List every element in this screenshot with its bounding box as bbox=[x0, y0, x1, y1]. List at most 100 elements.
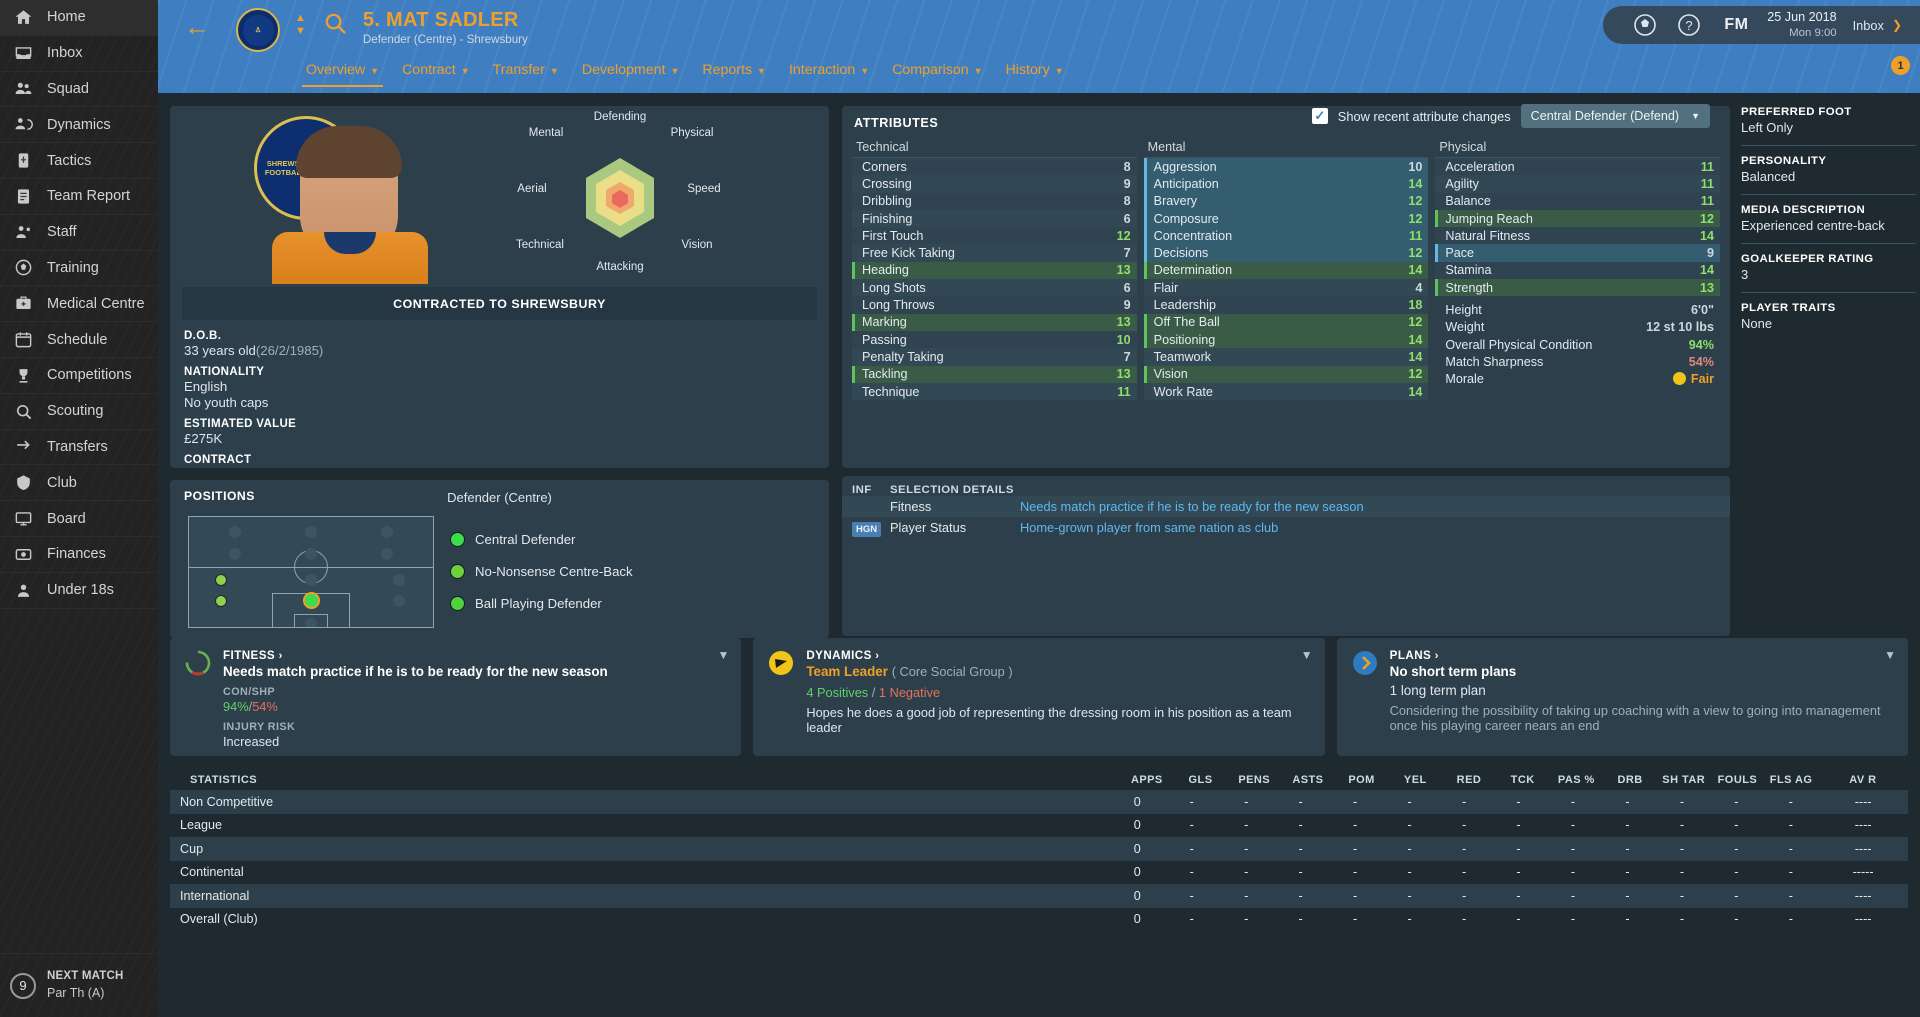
sidebar-item-club[interactable]: Club bbox=[0, 465, 158, 502]
attribute-row[interactable]: Technique 11 bbox=[852, 382, 1137, 401]
inbox-button[interactable]: Inbox ❯ bbox=[1853, 18, 1902, 33]
attribute-row[interactable]: Long Shots 6 bbox=[852, 279, 1137, 297]
attribute-row[interactable]: Off The Ball 12 bbox=[1143, 313, 1429, 331]
attribute-row[interactable]: Long Throws 9 bbox=[852, 296, 1137, 314]
sidebar-item-team-report[interactable]: Team Report bbox=[0, 179, 158, 215]
statistics-column-header[interactable]: YEL bbox=[1403, 774, 1427, 786]
attribute-row[interactable]: Marking 13 bbox=[852, 313, 1137, 331]
attribute-row[interactable]: Aggression 10 bbox=[1143, 158, 1429, 176]
sidebar-item-scouting[interactable]: Scouting bbox=[0, 394, 158, 430]
tab-development[interactable]: Development ▼ bbox=[576, 62, 697, 87]
attribute-row[interactable]: Agility 11 bbox=[1435, 175, 1721, 193]
sidebar-item-competitions[interactable]: Competitions bbox=[0, 358, 158, 394]
statistics-row[interactable]: Cup 0- - - - - - - - - - - - ---- bbox=[170, 837, 1908, 861]
statistics-row[interactable]: Overall (Club) 0- - - - - - - - - - - - ---- bbox=[170, 908, 1908, 932]
attribute-row[interactable]: Anticipation 14 bbox=[1143, 175, 1429, 193]
next-match-widget[interactable]: 9 NEXT MATCH Par Th (A) bbox=[0, 953, 158, 1017]
attribute-row[interactable]: Tackling 13 bbox=[852, 365, 1137, 383]
selection-detail-row[interactable]: Fitness Needs match practice if he is to … bbox=[842, 496, 1730, 517]
selection-detail-value[interactable]: Home-grown player from same nation as cl… bbox=[1020, 520, 1279, 535]
attribute-row[interactable]: Natural Fitness 14 bbox=[1435, 227, 1721, 245]
attribute-row[interactable]: Work Rate 14 bbox=[1143, 382, 1429, 401]
attribute-row[interactable]: Acceleration 11 bbox=[1435, 158, 1721, 176]
statistics-column-header[interactable]: DRB bbox=[1617, 774, 1643, 786]
help-icon[interactable]: ? bbox=[1676, 12, 1702, 38]
sidebar-item-medical-centre[interactable]: Medical Centre bbox=[0, 286, 158, 323]
show-changes-checkbox[interactable]: ✓ bbox=[1311, 108, 1328, 124]
attribute-row[interactable]: Balance 11 bbox=[1435, 192, 1721, 210]
attribute-row[interactable]: Crossing 9 bbox=[852, 175, 1137, 193]
statistics-column-header[interactable]: AV R bbox=[1849, 774, 1877, 786]
statistics-column-header[interactable]: SH TAR bbox=[1662, 774, 1706, 786]
statistics-column-header[interactable]: GLS bbox=[1188, 774, 1213, 786]
chevron-down-icon[interactable]: ▼ bbox=[295, 24, 306, 37]
sidebar-item-squad[interactable]: Squad bbox=[0, 72, 158, 108]
statistics-row[interactable]: International 0- - - - - - - - - - - - ---- bbox=[170, 884, 1908, 908]
sidebar-item-training[interactable]: Training bbox=[0, 251, 158, 287]
attribute-row[interactable]: Jumping Reach 12 bbox=[1435, 209, 1721, 228]
attribute-row[interactable]: Decisions 12 bbox=[1143, 244, 1429, 262]
role-select[interactable]: Central Defender (Defend) ▼ bbox=[1520, 104, 1710, 128]
club-badge-icon[interactable]: ♙ bbox=[236, 8, 280, 52]
attribute-row[interactable]: Free Kick Taking 7 bbox=[852, 244, 1137, 262]
sidebar-item-dynamics[interactable]: Dynamics bbox=[0, 107, 158, 144]
selection-detail-row[interactable]: HGN Player Status Home-grown player from s… bbox=[842, 517, 1730, 538]
statistics-column-header[interactable]: PAS % bbox=[1557, 774, 1595, 786]
sidebar-item-transfers[interactable]: Transfers bbox=[0, 430, 158, 466]
chevron-down-icon[interactable]: ▼ bbox=[1884, 648, 1896, 662]
plans-card[interactable]: ▼ PLANS › No short term plans 1 long ter… bbox=[1336, 638, 1908, 756]
sidebar-item-schedule[interactable]: Schedule bbox=[0, 322, 158, 358]
attribute-row[interactable]: Concentration 11 bbox=[1143, 227, 1429, 245]
sidebar-item-under-18s[interactable]: Under 18s bbox=[0, 573, 158, 609]
statistics-column-header[interactable]: RED bbox=[1456, 774, 1482, 786]
fitness-card[interactable]: ▼ FITNESS › Needs match practice if he i… bbox=[170, 638, 742, 756]
tab-transfer[interactable]: Transfer ▼ bbox=[487, 62, 576, 87]
statistics-row[interactable]: Non Competitive 0- - - - - - - - - - - - ---- bbox=[170, 790, 1908, 814]
tab-reports[interactable]: Reports ▼ bbox=[696, 62, 783, 87]
attribute-row[interactable]: Finishing 6 bbox=[852, 209, 1137, 228]
sidebar-item-finances[interactable]: Finances bbox=[0, 537, 158, 573]
attribute-row[interactable]: Flair 4 bbox=[1143, 279, 1429, 297]
dynamics-card[interactable]: ▼ DYNAMICS › Team Leader ( Core Social G… bbox=[753, 638, 1325, 756]
search-icon[interactable] bbox=[324, 12, 349, 37]
prev-next-player-toggle[interactable]: ▲ ▼ bbox=[295, 12, 306, 37]
attribute-row[interactable]: Determination 14 bbox=[1143, 261, 1429, 280]
attribute-row[interactable]: Vision 12 bbox=[1143, 365, 1429, 383]
chevron-down-icon[interactable]: ▼ bbox=[717, 648, 730, 662]
statistics-row[interactable]: League 0- - - - - - - - - - - - ---- bbox=[170, 814, 1908, 838]
chevron-up-icon[interactable]: ▲ bbox=[295, 12, 306, 24]
attribute-row[interactable]: Positioning 14 bbox=[1143, 330, 1429, 349]
statistics-column-header[interactable]: ASTS bbox=[1292, 774, 1324, 786]
statistics-row[interactable]: Continental 0- - - - - - - - - - - - ----- bbox=[170, 861, 1908, 885]
attribute-row[interactable]: Leadership 18 bbox=[1143, 296, 1429, 314]
tab-comparison[interactable]: Comparison ▼ bbox=[886, 62, 999, 87]
attribute-row[interactable]: Penalty Taking 7 bbox=[852, 348, 1137, 366]
back-arrow-icon[interactable]: ← bbox=[184, 12, 210, 41]
tab-history[interactable]: History ▼ bbox=[1000, 62, 1081, 87]
football-icon[interactable] bbox=[1632, 12, 1658, 38]
attribute-row[interactable]: Corners 8 bbox=[852, 158, 1137, 176]
attribute-row[interactable]: Teamwork 14 bbox=[1143, 348, 1429, 366]
attribute-row[interactable]: Pace 9 bbox=[1435, 244, 1721, 262]
notification-badge[interactable]: 1 bbox=[1891, 56, 1910, 75]
attribute-row[interactable]: Passing 10 bbox=[852, 330, 1137, 349]
statistics-column-header[interactable]: PENS bbox=[1238, 774, 1271, 786]
tab-interaction[interactable]: Interaction ▼ bbox=[783, 62, 886, 87]
attribute-row[interactable]: Composure 12 bbox=[1143, 209, 1429, 228]
selection-detail-value[interactable]: Needs match practice if he is to be read… bbox=[1020, 499, 1364, 514]
tab-contract[interactable]: Contract ▼ bbox=[396, 62, 487, 87]
sidebar-item-home[interactable]: Home bbox=[0, 0, 158, 36]
tab-overview[interactable]: Overview ▼ bbox=[300, 62, 396, 87]
statistics-column-header[interactable]: FOULS bbox=[1717, 774, 1758, 786]
attribute-row[interactable]: Dribbling 8 bbox=[852, 192, 1137, 210]
statistics-column-header[interactable]: POM bbox=[1348, 774, 1375, 786]
attribute-row[interactable]: First Touch 12 bbox=[852, 227, 1137, 245]
attribute-row[interactable]: Bravery 12 bbox=[1143, 192, 1429, 210]
statistics-column-header[interactable]: TCK bbox=[1510, 774, 1535, 786]
sidebar-item-staff[interactable]: Staff bbox=[0, 215, 158, 251]
attribute-row[interactable]: Heading 13 bbox=[852, 261, 1137, 280]
sidebar-item-tactics[interactable]: Tactics bbox=[0, 143, 158, 179]
sidebar-item-board[interactable]: Board bbox=[0, 501, 158, 537]
statistics-column-header[interactable]: FLS AG bbox=[1769, 774, 1813, 786]
attribute-row[interactable]: Stamina 14 bbox=[1435, 261, 1721, 280]
